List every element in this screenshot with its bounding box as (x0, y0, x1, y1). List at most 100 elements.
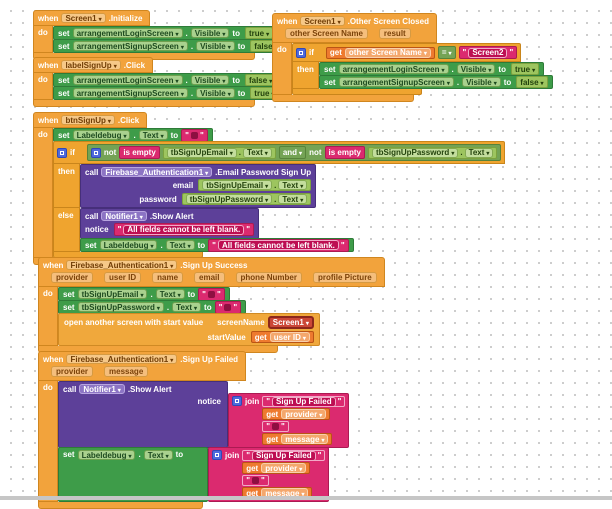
set-property-block[interactable]: set arrangementLoginScreen . Visible to … (53, 26, 279, 40)
component-dropdown[interactable]: arrangementLoginScreen (72, 28, 183, 38)
property-dropdown[interactable]: Text (242, 147, 272, 158)
property-getter-block[interactable]: tbSignUpEmail . Text (198, 179, 312, 191)
event-param[interactable]: other Screen Name (285, 28, 368, 39)
property-dropdown[interactable]: Visible (462, 77, 501, 87)
when-btnsignup-click-block[interactable]: when btnSignUp .Click do set Labeldebug … (33, 112, 506, 265)
component-dropdown[interactable]: btnSignUp (61, 115, 115, 125)
when-labelsignup-click-block[interactable]: when labelSignUp .Click do set arrangeme… (33, 57, 284, 107)
string-value[interactable]: All fields cannot be left blank. (123, 224, 245, 235)
empty-text-block[interactable] (262, 421, 289, 432)
string-value[interactable]: Sign Up Failed (252, 450, 316, 461)
string-value[interactable]: Screen2 (468, 47, 508, 58)
component-dropdown[interactable]: tbSignUpPassword (77, 302, 164, 312)
mutator-icon[interactable] (296, 47, 306, 58)
set-property-block[interactable]: set arrangementSignupScreen . Visible to… (319, 75, 553, 89)
component-dropdown[interactable]: Labeldebug (99, 240, 158, 250)
set-property-block[interactable]: set Labeldebug . Text to (53, 128, 213, 142)
set-property-block[interactable]: set Labeldebug . Text to All fields cann… (80, 238, 354, 252)
property-dropdown[interactable]: Text (172, 302, 202, 312)
component-dropdown[interactable]: tbSignUpPassword (185, 194, 273, 204)
component-dropdown[interactable]: tbSignUpEmail (202, 180, 273, 190)
property-dropdown[interactable]: Visible (190, 75, 230, 85)
property-dropdown[interactable]: Visible (196, 88, 235, 98)
event-param[interactable]: name (152, 272, 184, 283)
when-signup-success-block[interactable]: when Firebase_Authentication1 .Sign Up S… (38, 257, 385, 353)
component-dropdown[interactable]: arrangementSignupScreen (72, 88, 188, 98)
component-dropdown[interactable]: tbSignUpEmail (77, 289, 148, 299)
is-empty-block[interactable]: is empty (324, 146, 365, 159)
property-dropdown[interactable]: Text (143, 450, 173, 460)
get-variable-block[interactable]: get user ID (250, 331, 314, 343)
component-dropdown[interactable]: Labeldebug (77, 450, 136, 460)
empty-text-block[interactable] (214, 300, 242, 314)
empty-string-field[interactable] (207, 290, 215, 298)
text-string-block[interactable]: All fields cannot be left blank. (113, 223, 255, 236)
event-param[interactable]: user ID (104, 272, 142, 283)
variable-dropdown[interactable]: user ID (269, 332, 310, 342)
event-param[interactable]: result (378, 28, 411, 39)
get-variable-block[interactable]: get provider (242, 462, 311, 474)
text-string-block[interactable]: All fields cannot be left blank. (208, 238, 349, 252)
empty-text-block[interactable] (242, 475, 269, 486)
set-property-block[interactable]: set arrangementLoginScreen . Visible to … (319, 62, 545, 76)
component-dropdown[interactable]: Firebase_Authentication1 (101, 167, 213, 177)
call-method-block[interactable]: call Notifier1 .Show Alert notice All fi… (80, 208, 260, 239)
call-method-block[interactable]: call Firebase_Authentication1 .Email Pas… (80, 164, 317, 208)
empty-string-field[interactable] (224, 303, 232, 311)
property-dropdown[interactable]: Visible (196, 41, 235, 51)
comparison-block[interactable]: = (437, 46, 456, 59)
property-getter-block[interactable]: tbSignUpPassword . Text (367, 146, 498, 159)
string-value[interactable]: All fields cannot be left blank. (217, 240, 339, 250)
set-property-block[interactable]: set Labeldebug . Text to join Sign Up Fa… (58, 447, 330, 502)
component-dropdown[interactable]: arrangementLoginScreen (72, 75, 183, 85)
boolean-block[interactable]: true (244, 27, 274, 39)
property-dropdown[interactable]: Text (278, 180, 308, 190)
property-dropdown[interactable]: Text (165, 240, 195, 250)
mutator-icon[interactable] (232, 396, 242, 406)
component-dropdown[interactable]: tbSignUpEmail (166, 147, 237, 158)
component-dropdown[interactable]: arrangementSignupScreen (338, 77, 454, 87)
set-property-block[interactable]: set tbSignUpEmail . Text to (58, 287, 230, 301)
event-param[interactable]: email (194, 272, 225, 283)
empty-string-field[interactable] (252, 477, 260, 484)
variable-dropdown[interactable]: provider (281, 409, 327, 419)
when-screen1-initialize-block[interactable]: when Screen1 .Initialize do set arrangem… (33, 10, 287, 60)
when-other-screen-closed-block[interactable]: when Screen1 .Other Screen Closed other … (272, 13, 553, 102)
open-another-screen-block[interactable]: open another screen with start value scr… (58, 313, 320, 346)
set-property-block[interactable]: set arrangementSignupScreen . Visible to… (53, 86, 284, 100)
string-value[interactable]: Sign Up Failed (272, 396, 336, 407)
property-dropdown[interactable]: Text (464, 147, 494, 158)
component-dropdown[interactable]: Screen1 (300, 16, 345, 26)
property-getter-block[interactable]: tbSignUpEmail . Text (162, 146, 276, 159)
and-block[interactable]: not is empty tbSignUpEmail . Text and no… (86, 144, 502, 161)
text-string-block[interactable]: Sign Up Failed (242, 450, 326, 461)
mutator-icon[interactable] (90, 147, 101, 158)
component-dropdown[interactable]: Notifier1 (79, 384, 125, 394)
get-variable-block[interactable]: get provider (262, 408, 331, 420)
property-dropdown[interactable]: Visible (456, 64, 496, 74)
is-empty-block[interactable]: is empty (119, 146, 160, 159)
component-dropdown[interactable]: Labeldebug (72, 130, 131, 140)
call-method-block[interactable]: call Notifier1 .Show Alert notice join S… (58, 381, 350, 448)
when-signup-failed-block[interactable]: when Firebase_Authentication1 .Sign Up F… (38, 351, 350, 509)
component-dropdown[interactable]: arrangementLoginScreen (338, 64, 449, 74)
screen-dropdown[interactable]: Screen1 (267, 316, 314, 329)
property-dropdown[interactable]: Visible (190, 28, 230, 38)
component-dropdown[interactable]: labelSignUp (61, 60, 121, 70)
join-block[interactable]: join Sign Up Failed get provider get messa… (208, 447, 330, 502)
empty-string-field[interactable] (272, 423, 280, 430)
variable-dropdown[interactable]: other Screen Name (344, 47, 431, 58)
event-param[interactable]: provider (51, 366, 94, 377)
set-property-block[interactable]: set tbSignUpPassword . Text to (58, 300, 247, 314)
empty-text-block[interactable] (198, 287, 225, 301)
mutator-icon[interactable] (57, 147, 67, 158)
variable-dropdown[interactable]: message (281, 434, 329, 444)
property-dropdown[interactable]: Text (278, 194, 308, 204)
component-dropdown[interactable]: Firebase_Authentication1 (66, 260, 178, 270)
event-param[interactable]: message (104, 366, 149, 377)
empty-text-block[interactable] (181, 128, 208, 142)
event-param[interactable]: provider (51, 272, 94, 283)
and-dropdown[interactable]: and (278, 146, 307, 159)
component-dropdown[interactable]: Firebase_Authentication1 (66, 354, 178, 364)
